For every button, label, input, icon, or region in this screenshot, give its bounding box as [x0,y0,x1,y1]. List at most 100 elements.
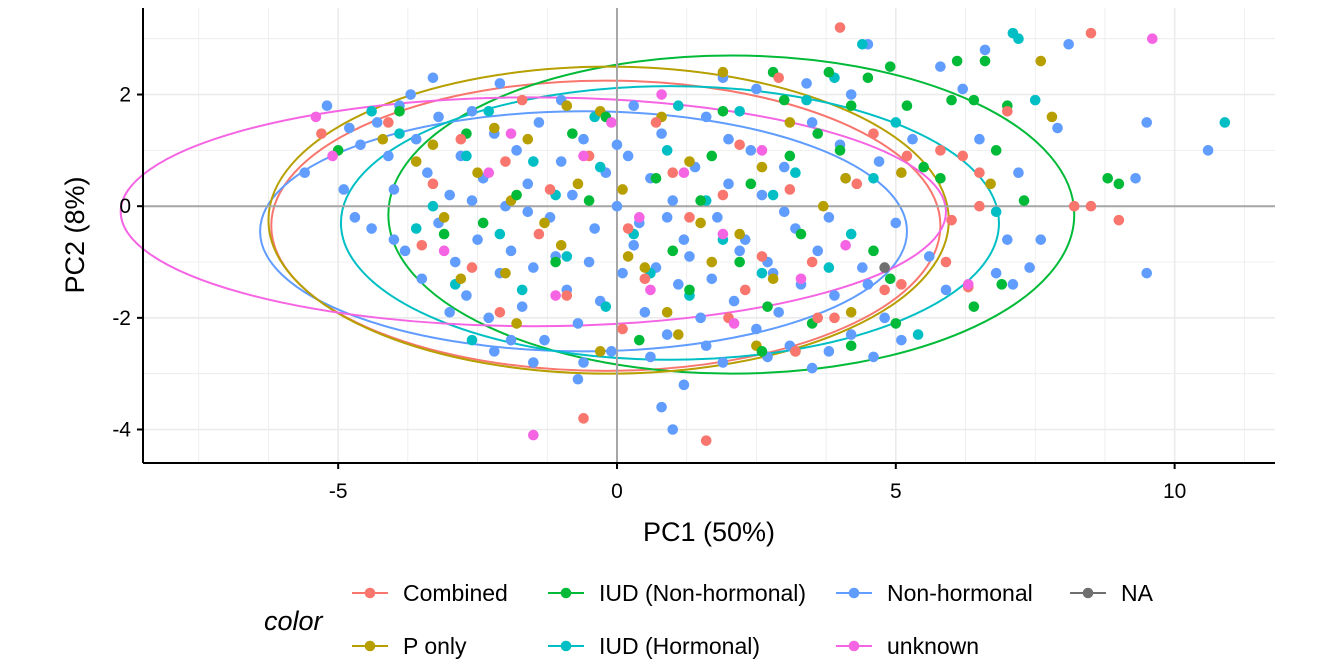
point-non-hormonal [472,234,483,245]
legend-label-na: NA [1121,580,1154,606]
point-iud-non-hormonal [1113,178,1125,190]
point-combined [533,228,545,240]
point-iud-non-hormonal [968,94,980,106]
point-p-only [818,200,829,212]
point-combined [684,212,695,223]
point-iud-non-hormonal [918,161,929,173]
point-non-hormonal [706,273,718,285]
point-iud-non-hormonal [650,172,662,184]
point-combined [494,306,506,318]
point-unknown [606,117,617,128]
legend-key-dot-unknown [848,640,860,652]
point-non-hormonal [533,117,545,128]
point-iud-hormonal [673,100,684,111]
point-unknown [795,273,807,285]
point-non-hormonal [416,273,428,285]
point-non-hormonal [778,161,790,173]
point-p-only [539,217,550,229]
point-iud-non-hormonal [1102,172,1114,184]
point-combined [1113,214,1125,226]
point-unknown [483,167,495,178]
point-non-hormonal [622,150,634,162]
point-p-only [427,139,439,151]
point-iud-hormonal [494,228,506,240]
point-unknown [633,212,645,223]
point-unknown [550,290,561,301]
point-non-hormonal [845,329,857,340]
point-non-hormonal [1052,122,1063,134]
y-tick-label: 0 [119,195,131,218]
point-non-hormonal [639,306,651,318]
point-unknown [505,128,517,139]
point-non-hormonal [1035,234,1047,245]
legend-title: color [264,606,324,636]
point-non-hormonal [868,351,879,363]
point-non-hormonal [511,145,522,156]
legend-key-dot-iud-hormonal [560,640,572,652]
point-non-hormonal [1130,172,1141,184]
point-non-hormonal [728,295,740,307]
point-iud-non-hormonal [884,273,896,285]
legend-label-iud-non-hormonal: IUD (Non-hormonal) [599,580,806,606]
point-combined [879,284,890,296]
point-non-hormonal [1007,279,1019,290]
point-combined [578,413,589,424]
legend-label-non-hormonal: Non-hormonal [887,580,1033,606]
point-p-only [717,66,729,78]
point-non-hormonal [366,223,377,234]
point-p-only [472,167,483,178]
legend-key-dot-non-hormonal [848,587,860,599]
point-unknown [327,150,338,162]
point-non-hormonal [344,122,355,134]
point-non-hormonal [829,290,840,301]
ellipse-iud-non-hormonal [387,54,1076,375]
point-non-hormonal [522,206,534,218]
point-iud-non-hormonal [633,334,645,346]
point-non-hormonal [845,89,857,100]
point-combined [756,251,768,262]
point-p-only [896,167,907,178]
point-combined [974,200,985,212]
point-combined [622,223,634,234]
point-iud-non-hormonal [946,94,957,106]
point-non-hormonal [427,72,439,84]
point-iud-non-hormonal [706,150,718,162]
point-iud-non-hormonal [778,94,790,106]
point-non-hormonal [489,346,500,357]
point-combined [427,178,439,190]
point-combined [700,435,712,446]
point-combined [940,256,952,268]
point-non-hormonal [321,100,333,111]
point-unknown [963,279,974,290]
point-combined [812,312,824,324]
point-non-hormonal [388,234,400,245]
legend-label-combined: Combined [403,580,508,606]
point-p-only [684,156,695,167]
point-combined [790,346,801,357]
point-iud-hormonal [1219,117,1231,128]
point-non-hormonal [812,245,824,257]
point-combined [834,22,846,33]
point-non-hormonal [723,133,734,145]
legend-key-dot-iud-non-hormonal [560,587,572,599]
ellipse-iud-hormonal [339,85,1000,361]
point-non-hormonal [355,139,366,151]
point-non-hormonal [399,245,411,257]
point-p-only [845,306,857,318]
point-p-only [377,133,389,145]
point-iud-hormonal [366,105,377,117]
point-combined [466,262,478,273]
point-combined [734,139,745,151]
point-iud-hormonal [394,128,405,139]
point-combined [739,284,751,296]
point-non-hormonal [857,262,868,273]
point-non-hormonal [684,251,695,262]
point-p-only [706,256,718,268]
point-non-hormonal [572,318,584,329]
point-unknown [728,318,740,329]
point-iud-non-hormonal [477,217,489,229]
point-non-hormonal [751,323,762,335]
point-non-hormonal [578,133,589,145]
point-iud-hormonal [661,145,673,156]
